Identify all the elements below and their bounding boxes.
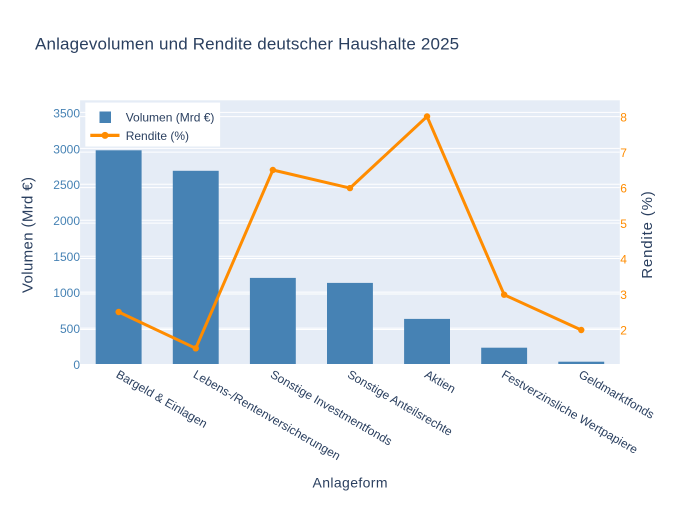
svg-text:3000: 3000 [53, 142, 80, 156]
svg-text:Anlageform: Anlageform [313, 474, 388, 490]
svg-text:2500: 2500 [53, 178, 80, 192]
svg-text:2: 2 [620, 323, 627, 337]
svg-text:Rendite (%): Rendite (%) [639, 191, 656, 279]
svg-text:2000: 2000 [53, 214, 80, 228]
svg-text:5: 5 [620, 217, 627, 231]
svg-text:1000: 1000 [53, 286, 80, 300]
svg-text:7: 7 [620, 146, 627, 160]
svg-text:500: 500 [60, 322, 80, 336]
svg-text:8: 8 [620, 111, 627, 125]
svg-text:0: 0 [73, 358, 80, 372]
svg-text:1500: 1500 [53, 250, 80, 264]
svg-text:Volumen (Mrd €): Volumen (Mrd €) [20, 177, 37, 293]
svg-text:Rendite (%): Rendite (%) [126, 129, 189, 143]
svg-text:4: 4 [620, 252, 627, 266]
svg-text:3500: 3500 [53, 106, 80, 120]
svg-text:Anlagevolumen und Rendite deut: Anlagevolumen und Rendite deutscher Haus… [35, 35, 459, 54]
svg-text:6: 6 [620, 182, 627, 196]
svg-text:Volumen (Mrd €): Volumen (Mrd €) [126, 111, 215, 125]
svg-text:3: 3 [620, 288, 627, 302]
